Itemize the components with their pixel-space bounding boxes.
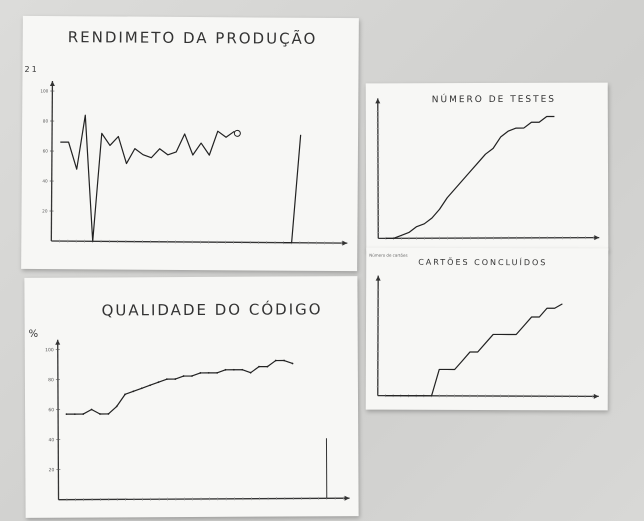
y-tick-label: 60 [43,148,49,153]
rendimento-chart: RENDIMETO DA PRODUÇÃO 21 100 80 60 40 20 [24,27,348,246]
data-point [149,384,152,387]
y-axis-label: % [29,329,41,340]
y-axis [50,81,54,242]
data-point [191,375,193,377]
y-tick-label: 80 [48,377,54,383]
chart-title: CARTÕES CONCLUÍDOS [418,256,547,267]
y-tick-label: 100 [40,88,48,93]
data-point [115,405,118,408]
y-axis-arrow [55,339,61,345]
chart-title: RENDIMETO DA PRODUÇÃO [68,27,318,48]
y-tick-label: 20 [42,208,48,213]
data-point [107,413,110,415]
data-point [174,378,177,380]
data-point [291,362,294,365]
data-point [216,371,219,374]
data-point [207,372,210,374]
series-line [283,134,302,244]
chart-sheet-cartoes: CARTÕES CONCLUÍDOS Número de cartões [365,247,609,411]
series-line [385,303,563,397]
chart-sheet-rendimento: RENDIMETO DA PRODUÇÃO 21 100 80 60 40 20 [21,15,359,272]
data-point [99,413,101,415]
y-tick-label: 40 [48,437,54,443]
data-point [232,368,235,371]
chart-title: NÚMERO DE TESTES [432,93,556,105]
data-point [140,387,143,390]
y-tick-label: 100 [45,347,54,353]
x-axis [58,497,350,501]
data-point [165,378,168,381]
end-marker [233,129,241,137]
y-axis-arrow [375,275,381,281]
data-point [224,368,227,371]
data-point [65,413,68,416]
chart-sheet-qualidade: QUALIDADE DO CÓDIGO % 100 80 60 40 20 [24,276,359,518]
data-point [73,413,76,416]
series-line [385,115,555,239]
x-axis [378,236,600,240]
qualidade-chart: QUALIDADE DO CÓDIGO % 100 80 60 40 20 [29,299,350,502]
x-axis-arrow [594,235,600,241]
chart-title: QUALIDADE DO CÓDIGO [101,299,322,319]
data-point [182,375,185,377]
x-axis-arrow [593,393,599,399]
data-point [266,365,269,368]
series-line [66,359,293,415]
y-axis-label: 21 [24,65,38,74]
x-axis-arrow [344,495,350,501]
y-tick-label: 40 [42,178,48,183]
data-point [199,372,202,374]
x-axis-arrow [342,240,348,246]
y-axis-label: Número de cartões [369,253,407,258]
y-tick-label: 20 [49,467,55,473]
y-tick-label: 80 [43,118,49,123]
data-point [258,365,260,368]
chart-sheet-testes: NÚMERO DE TESTES [365,82,609,252]
data-point [283,359,286,362]
cartoes-chart: CARTÕES CONCLUÍDOS Número de cartões [369,253,599,399]
data-point [274,359,277,362]
data-point [82,413,85,415]
data-point [124,393,126,396]
y-axis-arrow [375,98,381,104]
y-axis [57,339,60,500]
data-point [157,381,160,384]
x-axis [51,240,348,244]
y-tick-label: 60 [48,407,54,413]
testes-chart: NÚMERO DE TESTES [375,93,600,241]
series-line [60,114,235,242]
data-point [241,368,244,371]
data-point [90,408,93,411]
data-point [132,390,135,393]
data-point [249,371,252,374]
y-axis-arrow [49,81,55,87]
